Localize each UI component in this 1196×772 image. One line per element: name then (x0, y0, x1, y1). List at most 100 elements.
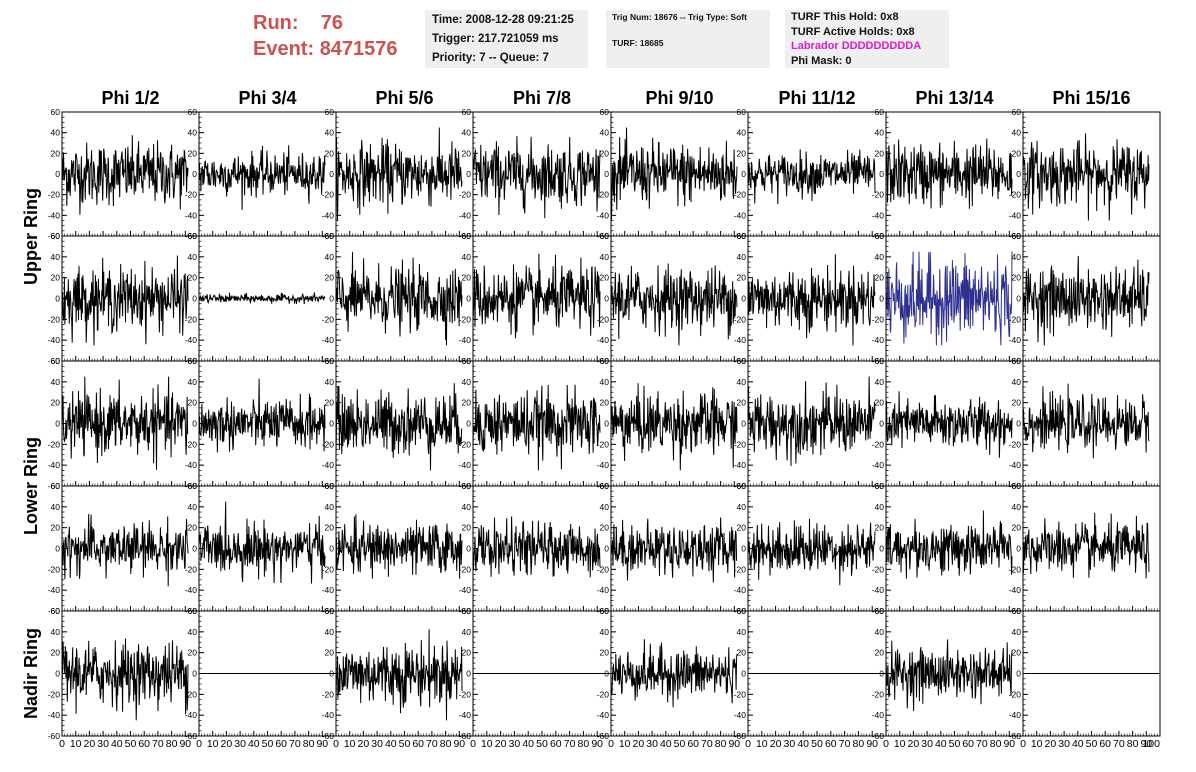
x-tick-label: 70 (152, 738, 164, 750)
column-title: Phi 3/4 (238, 88, 296, 108)
x-tick-label: 100 (1142, 738, 1160, 750)
y-tick-label: 60 (1012, 606, 1022, 616)
y-tick-label: -20 (459, 564, 472, 574)
x-tick-label: 80 (440, 738, 452, 750)
y-tick-label: 60 (600, 481, 610, 491)
x-tick-label: 20 (84, 738, 96, 750)
y-tick-label: 20 (737, 273, 747, 283)
phi-mask-text: Phi Mask: 0 (791, 54, 852, 67)
waveform-trace (472, 516, 601, 578)
x-tick-label: 60 (138, 738, 150, 750)
waveform-trace (472, 253, 601, 339)
waveform-trace (61, 135, 189, 215)
y-tick-label: -20 (734, 190, 747, 200)
waveform-trace (610, 383, 738, 471)
y-tick-label: 60 (1012, 481, 1022, 491)
y-tick-label: 40 (325, 502, 335, 512)
x-tick-label: 10 (619, 738, 631, 750)
event-row: Event: 8471576 (253, 36, 398, 62)
column-title: Phi 15/16 (1052, 88, 1130, 108)
y-tick-label: -20 (734, 689, 747, 699)
y-tick-label: 20 (600, 148, 610, 158)
x-tick-label: 10 (756, 738, 768, 750)
priority-text: Priority: 7 -- Queue: 7 (432, 52, 549, 64)
column-title: Phi 5/6 (375, 88, 433, 108)
x-tick-label: 70 (701, 738, 713, 750)
y-tick-label: -40 (1009, 210, 1022, 220)
y-tick-label: 40 (737, 377, 747, 387)
y-tick-label: -40 (459, 710, 472, 720)
x-tick-label: 60 (1099, 738, 1111, 750)
x-tick-label: 40 (248, 738, 260, 750)
y-tick-label: 60 (51, 231, 61, 241)
waveform-trace (610, 639, 738, 708)
x-tick-label: 90 (453, 738, 465, 750)
y-tick-label: -40 (322, 585, 335, 595)
trig-num-text: Trig Num: 18676 -- Trig Type: Soft (612, 12, 747, 22)
y-tick-label: 20 (737, 648, 747, 658)
x-tick-label: 40 (522, 738, 534, 750)
y-tick-label: 60 (325, 356, 335, 366)
y-tick-label: -40 (597, 585, 610, 595)
x-tick-label: 80 (715, 738, 727, 750)
y-tick-label: 60 (737, 356, 747, 366)
y-tick-label: 20 (1012, 148, 1022, 158)
y-tick-label: -20 (459, 439, 472, 449)
waveform-trace (198, 292, 326, 305)
y-tick-label: -40 (459, 585, 472, 595)
y-tick-label: 60 (462, 481, 472, 491)
y-tick-label: -40 (185, 710, 198, 720)
y-tick-label: 20 (1012, 523, 1022, 533)
y-tick-label: 0 (604, 669, 609, 679)
y-tick-label: 40 (51, 627, 61, 637)
y-tick-label: -60 (322, 731, 335, 741)
x-tick-label: 20 (221, 738, 233, 750)
waveform-trace (610, 517, 738, 583)
x-tick-label: 40 (385, 738, 397, 750)
y-tick-label: 20 (188, 648, 198, 658)
x-tick-label: 0 (470, 738, 476, 750)
y-tick-label: -40 (48, 585, 61, 595)
y-tick-label: -20 (48, 439, 61, 449)
y-tick-label: 0 (329, 669, 334, 679)
y-tick-label: 40 (51, 128, 61, 138)
y-tick-label: 40 (1012, 377, 1022, 387)
y-tick-label: 60 (875, 606, 885, 616)
y-tick-label: 60 (1012, 356, 1022, 366)
x-tick-label: 0 (59, 738, 65, 750)
x-tick-label: 80 (578, 738, 590, 750)
y-tick-label: 40 (188, 627, 198, 637)
y-tick-label: 40 (188, 377, 198, 387)
y-tick-label: 40 (875, 627, 885, 637)
x-tick-label: 20 (1045, 738, 1057, 750)
x-tick-label: 10 (344, 738, 356, 750)
y-tick-label: 0 (466, 419, 471, 429)
waveform-trace (885, 251, 1013, 346)
time-trigger-box: Time: 2008-12-28 09:21:25 Trigger: 217.7… (425, 10, 588, 68)
waveform-trace (747, 376, 876, 466)
y-tick-label: -40 (185, 210, 198, 220)
y-tick-label: -40 (872, 210, 885, 220)
y-tick-label: 40 (600, 627, 610, 637)
waveform-trace (885, 639, 1013, 712)
column-title: Phi 13/14 (915, 88, 993, 108)
y-tick-label: 60 (188, 481, 198, 491)
y-tick-label: -40 (185, 585, 198, 595)
y-tick-label: 60 (325, 231, 335, 241)
y-tick-label: 20 (51, 648, 61, 658)
y-tick-label: -40 (459, 210, 472, 220)
y-tick-label: -60 (734, 731, 747, 741)
y-tick-label: 60 (875, 481, 885, 491)
waveform-trace (747, 149, 876, 205)
event-value: 8471576 (319, 38, 398, 60)
y-tick-label: 20 (325, 273, 335, 283)
waveform-trace (885, 391, 1013, 458)
y-tick-label: -20 (459, 689, 472, 699)
waveform-trace (610, 127, 738, 221)
y-tick-label: 0 (1016, 169, 1021, 179)
y-tick-label: 0 (879, 169, 884, 179)
y-tick-label: 40 (600, 128, 610, 138)
y-tick-label: -60 (1009, 731, 1022, 741)
y-tick-label: -40 (872, 710, 885, 720)
y-tick-label: -20 (597, 439, 610, 449)
